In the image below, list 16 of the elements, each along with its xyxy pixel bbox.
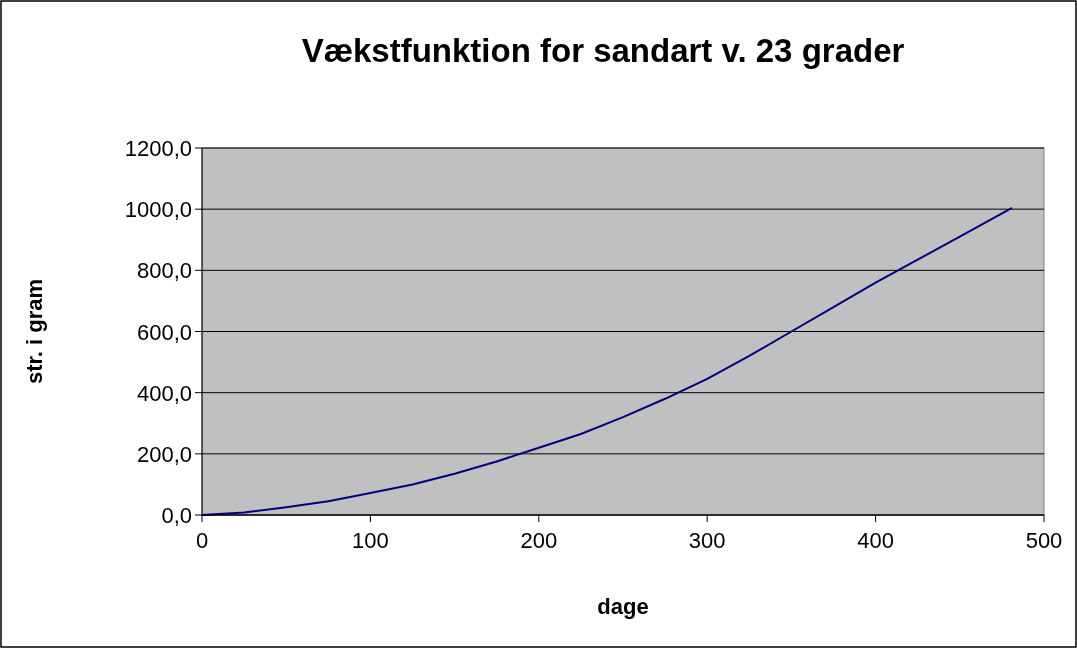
x-tick-label: 400	[857, 528, 894, 553]
y-tick-label: 200,0	[136, 441, 192, 467]
y-tick-label: 600,0	[136, 319, 192, 345]
x-tick-label: 100	[352, 528, 389, 553]
x-axis-title: dage	[597, 594, 649, 619]
y-tick-label: 1000,0	[124, 197, 192, 223]
y-tick-label: 1200,0	[124, 136, 192, 161]
y-tick-label: 400,0	[136, 380, 192, 406]
y-tick-label: 0,0	[161, 503, 192, 528]
x-tick-label: 0	[195, 528, 209, 553]
y-tick-label: 800,0	[136, 258, 192, 284]
chart-title: Vækstfunktion for sandart v. 23 grader	[301, 32, 905, 69]
y-axis-title: str. i gram	[22, 278, 47, 385]
x-tick-label: 300	[688, 528, 726, 553]
x-tick-label: 200	[520, 528, 558, 553]
x-tick-label: 500	[1025, 528, 1063, 553]
